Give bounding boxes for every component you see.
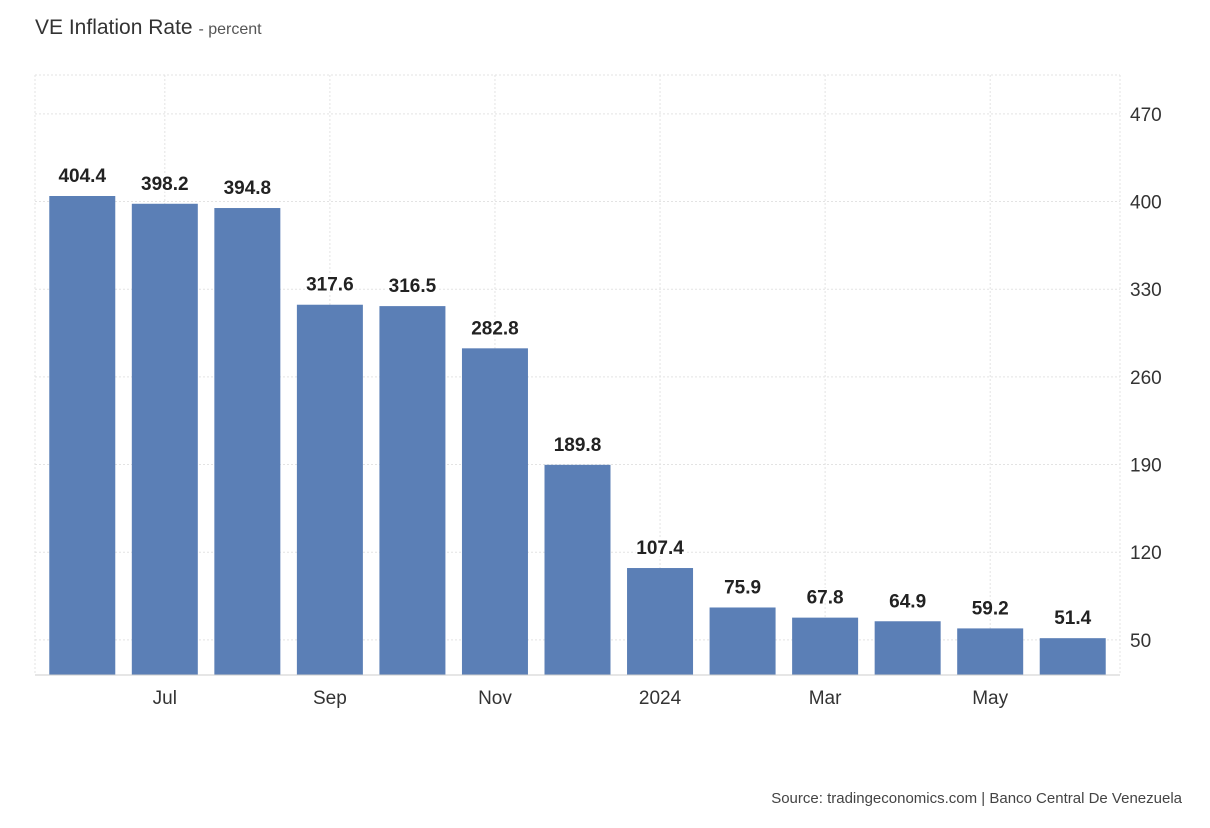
bar-dec-2023 bbox=[544, 464, 611, 675]
bar-jun-2023 bbox=[49, 196, 116, 676]
y-tick-label: 400 bbox=[1130, 193, 1162, 214]
data-label: 282.8 bbox=[471, 318, 519, 339]
chart-title: VE Inflation Rate - percent bbox=[35, 16, 262, 40]
data-label: 189.8 bbox=[554, 435, 602, 456]
unit-text: - percent bbox=[198, 21, 262, 38]
data-label: 317.6 bbox=[306, 275, 354, 296]
y-tick-label: 260 bbox=[1130, 368, 1162, 389]
data-label: 398.2 bbox=[141, 174, 189, 195]
bar-aug-2023 bbox=[214, 208, 281, 675]
data-label: 75.9 bbox=[724, 577, 761, 598]
source-note: Source: tradingeconomics.com | Banco Cen… bbox=[771, 790, 1182, 807]
bar-jan-2024 bbox=[627, 568, 694, 675]
bar-may-2024 bbox=[957, 628, 1024, 675]
x-tick-label: 2024 bbox=[639, 688, 682, 709]
bar-mar-2024 bbox=[792, 617, 859, 675]
data-label: 394.8 bbox=[224, 178, 272, 199]
bar-feb-2024 bbox=[709, 607, 776, 675]
y-tick-label: 190 bbox=[1130, 456, 1162, 477]
bar-jun-2024 bbox=[1039, 638, 1106, 675]
bar-sep-2023 bbox=[296, 304, 363, 675]
x-tick-label: Sep bbox=[313, 688, 347, 709]
data-label: 67.8 bbox=[807, 588, 844, 609]
bar-jul-2023 bbox=[131, 203, 198, 676]
y-tick-label: 470 bbox=[1130, 105, 1162, 126]
data-label: 404.4 bbox=[58, 166, 106, 187]
bar-oct-2023 bbox=[379, 306, 446, 675]
x-tick-label: Jul bbox=[153, 688, 177, 709]
y-tick-label: 50 bbox=[1130, 631, 1151, 652]
title-text: VE Inflation Rate bbox=[35, 16, 193, 39]
x-tick-label: Nov bbox=[478, 688, 512, 709]
data-label: 64.9 bbox=[889, 591, 926, 612]
x-tick-label: Mar bbox=[809, 688, 842, 709]
data-label: 59.2 bbox=[972, 598, 1009, 619]
data-label: 51.4 bbox=[1054, 608, 1091, 629]
data-label: 316.5 bbox=[389, 276, 437, 297]
data-label: 107.4 bbox=[636, 538, 684, 559]
y-tick-label: 330 bbox=[1130, 280, 1162, 301]
bar-apr-2024 bbox=[874, 621, 941, 675]
y-tick-label: 120 bbox=[1130, 543, 1162, 564]
x-tick-label: May bbox=[972, 688, 1008, 709]
bar-nov-2023 bbox=[461, 348, 528, 675]
